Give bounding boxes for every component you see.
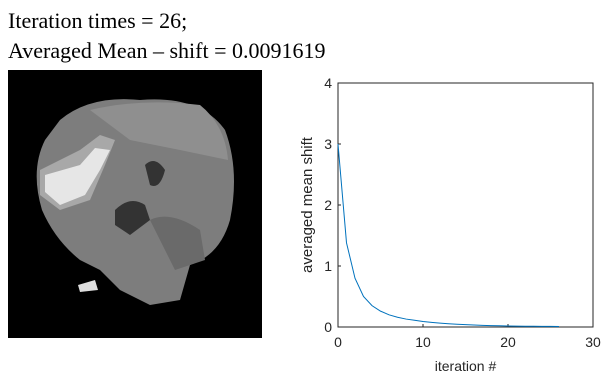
x-tick-label: 10: [415, 334, 431, 350]
figure: 0 10 20 30 0 1 2 3 4 iteration # averaged mean shi…: [0, 0, 601, 383]
y-tick-label: 0: [324, 319, 332, 335]
x-tick-label: 20: [500, 334, 516, 350]
y-tick-label: 4: [324, 75, 332, 91]
x-tick-label: 0: [334, 334, 342, 350]
y-tick-label: 1: [324, 258, 332, 274]
segmented-image: [8, 70, 262, 338]
y-tick-label: 2: [324, 197, 332, 213]
page: {"caption": ["Iteration times = 26;", "A…: [0, 0, 601, 383]
y-tick-label: 3: [324, 136, 332, 152]
x-tick-label: 30: [585, 334, 601, 350]
plot-box: [338, 83, 593, 327]
x-axis-label: iteration #: [435, 358, 497, 374]
y-axis-label: averaged mean shift: [299, 136, 316, 273]
